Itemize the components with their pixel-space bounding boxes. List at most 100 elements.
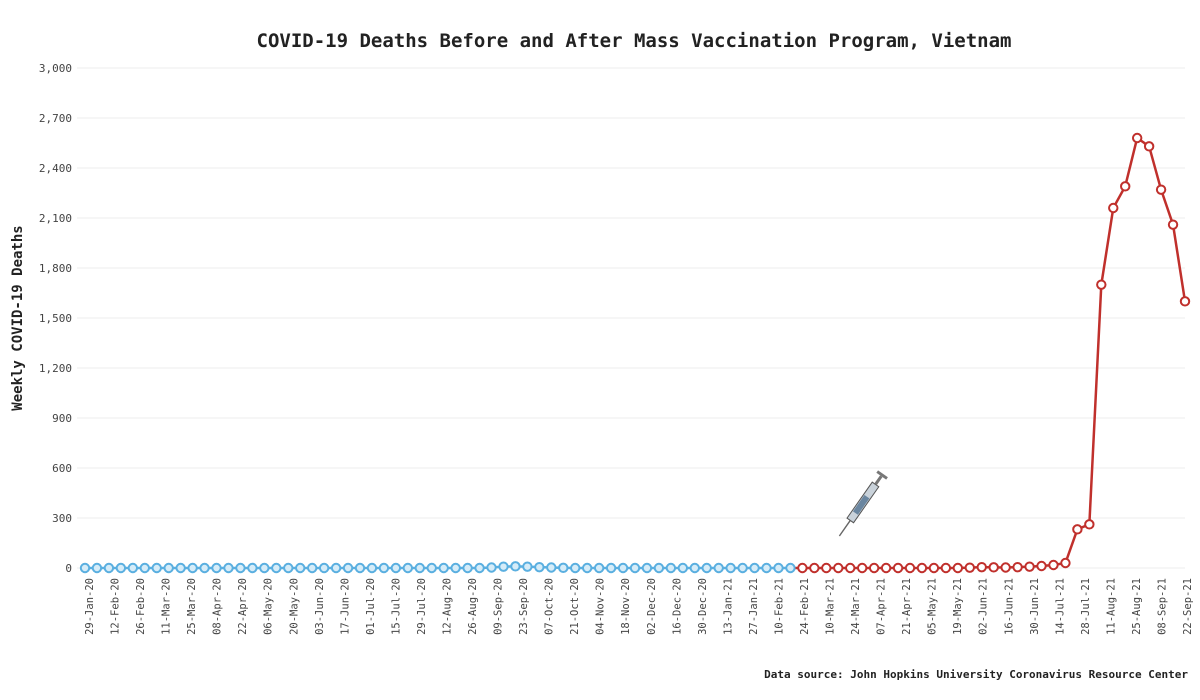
x-tick-label: 13-Jan-21 xyxy=(722,578,734,635)
data-point-before xyxy=(163,562,174,574)
x-tick-label: 24-Mar-21 xyxy=(850,578,862,635)
data-point-before xyxy=(486,562,497,573)
x-tick-label: 02-Dec-20 xyxy=(646,578,658,635)
data-point-before xyxy=(713,562,724,574)
data-point-before xyxy=(259,562,270,574)
data-point-before xyxy=(318,562,330,574)
data-point-after xyxy=(976,561,987,573)
data-point-after xyxy=(1167,219,1179,230)
data-point-before xyxy=(211,562,222,574)
x-tick-label: 16-Dec-20 xyxy=(671,578,683,635)
data-point-before xyxy=(366,562,378,574)
data-point-before xyxy=(103,562,115,574)
data-point-before xyxy=(773,562,784,574)
x-tick-label: 03-Jun-20 xyxy=(314,578,326,635)
x-tick-label: 21-Oct-20 xyxy=(569,578,581,635)
data-point-before xyxy=(534,561,545,573)
data-point-after xyxy=(1024,561,1035,572)
x-tick-label: 25-Aug-21 xyxy=(1131,578,1143,635)
data-point-before xyxy=(330,562,342,574)
data-point-after xyxy=(916,562,928,574)
data-point-after xyxy=(809,562,820,574)
data-point-before xyxy=(175,562,186,574)
x-tick-label: 27-Jan-21 xyxy=(748,578,760,635)
data-point-before xyxy=(510,561,521,572)
y-tick-label: 2,400 xyxy=(39,162,72,175)
data-point-before xyxy=(653,562,665,574)
data-point-before xyxy=(593,562,605,574)
data-point-after xyxy=(1179,296,1191,307)
y-tick-label: 2,700 xyxy=(39,112,72,125)
x-tick-label: 26-Feb-20 xyxy=(135,578,147,635)
data-point-before xyxy=(402,562,414,574)
data-point-after xyxy=(868,562,880,574)
data-point-before xyxy=(641,562,653,574)
data-point-before xyxy=(701,562,712,574)
x-tick-label: 22-Sep-21 xyxy=(1182,578,1194,635)
data-point-after xyxy=(1084,519,1095,530)
chart-title: COVID-19 Deaths Before and After Mass Va… xyxy=(257,30,1012,52)
data-point-before xyxy=(91,562,103,574)
data-point-before xyxy=(271,562,282,574)
x-tick-label: 17-Jun-20 xyxy=(339,578,351,635)
x-tick-label: 04-Nov-20 xyxy=(595,578,607,635)
data-point-before xyxy=(761,562,772,574)
data-point-before xyxy=(283,562,294,574)
data-point-before xyxy=(199,562,210,574)
data-point-after xyxy=(928,562,940,574)
x-tick-label: 15-Jul-20 xyxy=(390,578,402,635)
data-point-after xyxy=(1072,524,1083,535)
syringe-icon xyxy=(838,470,888,537)
data-point-before xyxy=(235,562,246,574)
data-point-after xyxy=(1096,279,1107,290)
x-tick-label: 28-Jul-21 xyxy=(1080,578,1092,635)
x-tick-label: 07-Apr-21 xyxy=(876,578,888,635)
x-tick-label: 29-Jan-20 xyxy=(84,578,96,635)
data-point-before xyxy=(689,562,700,574)
data-point-before xyxy=(414,562,425,574)
x-tick-label: 10-Feb-21 xyxy=(773,578,785,635)
data-point-after xyxy=(880,562,892,574)
data-point-before xyxy=(558,562,569,574)
y-tick-label: 1,800 xyxy=(39,262,72,275)
y-tick-label: 300 xyxy=(52,512,72,525)
data-point-after xyxy=(797,562,808,574)
x-tick-label: 06-May-20 xyxy=(263,578,275,635)
grid-lines xyxy=(77,67,1185,569)
data-point-after xyxy=(1060,557,1071,569)
data-point-before xyxy=(605,562,617,574)
x-tick-label: 20-May-20 xyxy=(288,578,300,635)
x-tick-label: 26-Aug-20 xyxy=(467,578,479,635)
data-point-after xyxy=(845,562,856,574)
data-point-before xyxy=(617,562,629,574)
data-point-after xyxy=(1036,560,1047,572)
x-tick-label: 07-Oct-20 xyxy=(544,578,556,635)
data-point-after xyxy=(1120,181,1131,192)
y-tick-label: 3,000 xyxy=(39,62,72,75)
data-point-after xyxy=(833,562,844,574)
y-tick-label: 0 xyxy=(65,562,72,575)
series-lines xyxy=(85,135,1187,570)
data-point-before xyxy=(247,562,258,574)
data-point-before xyxy=(426,562,437,574)
data-point-after xyxy=(1155,184,1167,195)
data-point-before xyxy=(749,562,760,574)
x-axis-ticks: 29-Jan-20 12-Feb-20 26-Feb-20 11-Mar-20 25-M… xyxy=(84,578,1194,635)
data-point-before xyxy=(474,562,485,574)
data-point-before xyxy=(462,562,473,574)
x-tick-label: 19-May-21 xyxy=(952,578,964,635)
x-tick-label: 02-Jun-21 xyxy=(978,578,990,635)
data-point-after xyxy=(1012,561,1023,573)
y-axis-ticks: 0 300 600 900 1,200 1,500 1,800 2,100 2,400 2,700… xyxy=(39,62,72,575)
data-point-after xyxy=(1108,202,1119,214)
x-tick-label: 05-May-21 xyxy=(927,578,939,635)
data-point-before xyxy=(295,562,306,574)
data-point-before xyxy=(581,562,593,574)
y-tick-label: 2,100 xyxy=(39,212,72,225)
data-point-after xyxy=(988,562,999,573)
x-tick-label: 30-Jun-21 xyxy=(1029,578,1041,635)
data-point-before xyxy=(79,562,91,574)
data-point-before xyxy=(438,562,449,574)
data-point-after xyxy=(821,562,832,574)
